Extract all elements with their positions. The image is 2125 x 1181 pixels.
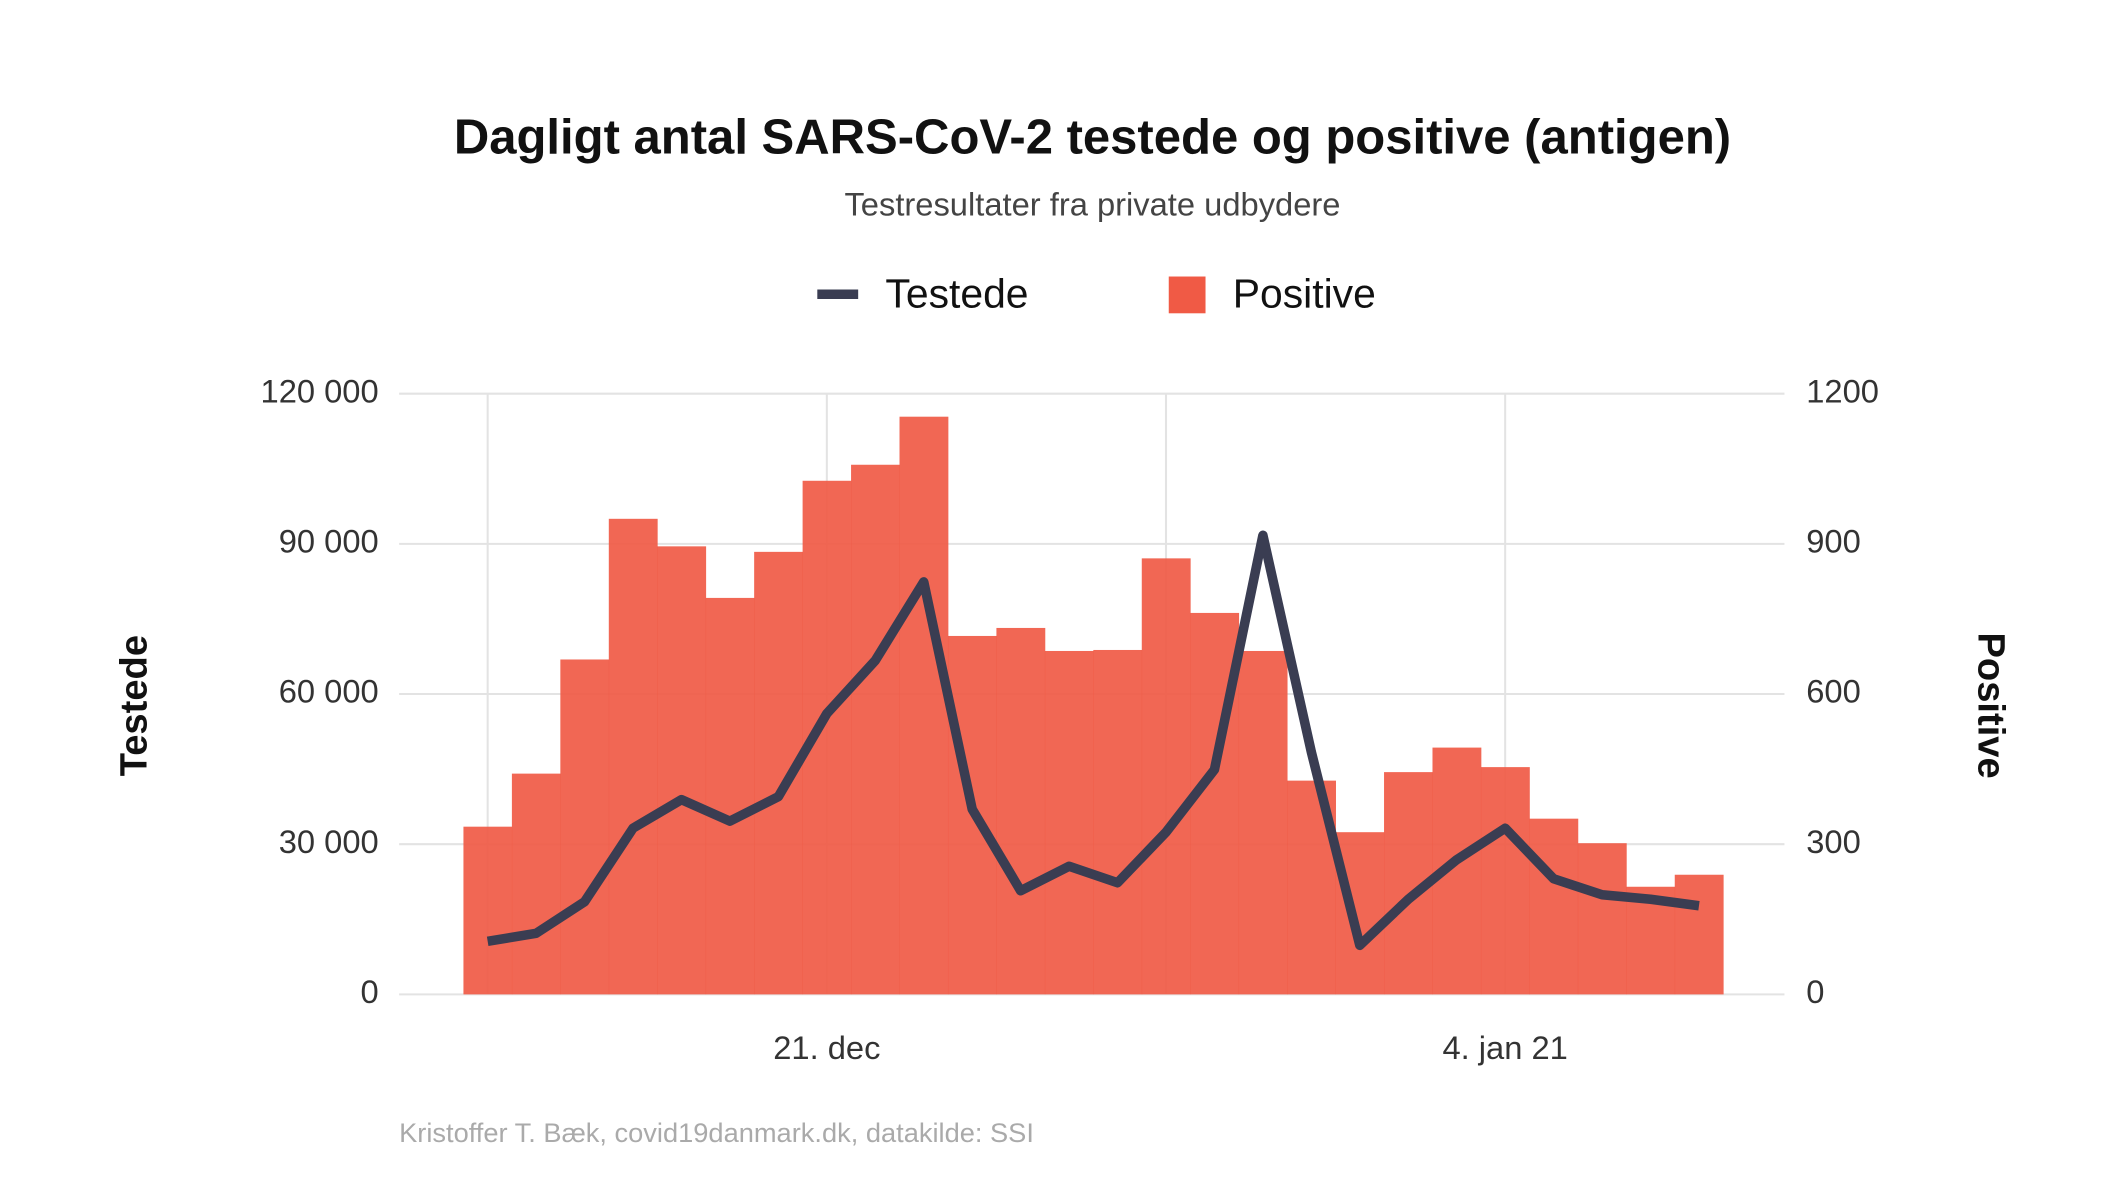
bar xyxy=(463,826,513,995)
x-tick-label: 4. jan 21 xyxy=(1442,1029,1567,1066)
bar xyxy=(1238,650,1288,995)
bar xyxy=(899,416,949,995)
y-tick-label: 120 000 xyxy=(261,372,379,409)
y2-tick-label: 300 xyxy=(1806,823,1861,860)
y-tick-label: 90 000 xyxy=(279,522,379,559)
bar xyxy=(608,518,658,995)
y2-tick-label: 0 xyxy=(1806,973,1824,1010)
line xyxy=(486,530,1700,951)
bar xyxy=(996,627,1046,995)
chart-subtitle: Testresultater fra private udbydere xyxy=(844,186,1340,223)
y-tick-label: 60 000 xyxy=(279,673,379,710)
chart-title: Dagligt antal SARS-CoV-2 testede og posi… xyxy=(454,110,1731,164)
bar xyxy=(851,464,900,995)
legend-label: Testede xyxy=(885,271,1028,317)
bar xyxy=(1480,767,1530,995)
legend-label: Positive xyxy=(1233,271,1376,317)
bar xyxy=(1335,832,1385,995)
y2-tick-label: 1200 xyxy=(1806,372,1879,409)
legend-swatch xyxy=(1168,276,1206,314)
bar xyxy=(1674,874,1724,995)
bar xyxy=(1577,843,1627,995)
y-tick-label: 30 000 xyxy=(279,823,379,860)
y2-tick-label: 900 xyxy=(1806,522,1861,559)
bar xyxy=(1529,818,1579,995)
x-tick-label: 21. dec xyxy=(773,1029,880,1066)
bar xyxy=(1141,558,1191,995)
y2-tick-label: 600 xyxy=(1806,673,1861,710)
y-axis-title: Testede xyxy=(112,635,155,776)
bar xyxy=(657,546,707,995)
caption: Kristoffer T. Bæk, covid19danmark.dk, da… xyxy=(399,1117,1034,1148)
bar xyxy=(511,773,561,995)
bar xyxy=(705,597,755,995)
bar xyxy=(1044,650,1094,995)
bar xyxy=(1093,649,1143,995)
bar xyxy=(560,659,610,995)
y-tick-label: 0 xyxy=(361,973,379,1010)
y2-axis-title: Positive xyxy=(1970,632,2013,778)
